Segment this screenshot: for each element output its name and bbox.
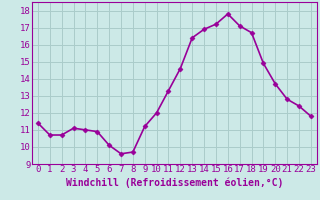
X-axis label: Windchill (Refroidissement éolien,°C): Windchill (Refroidissement éolien,°C)	[66, 177, 283, 188]
